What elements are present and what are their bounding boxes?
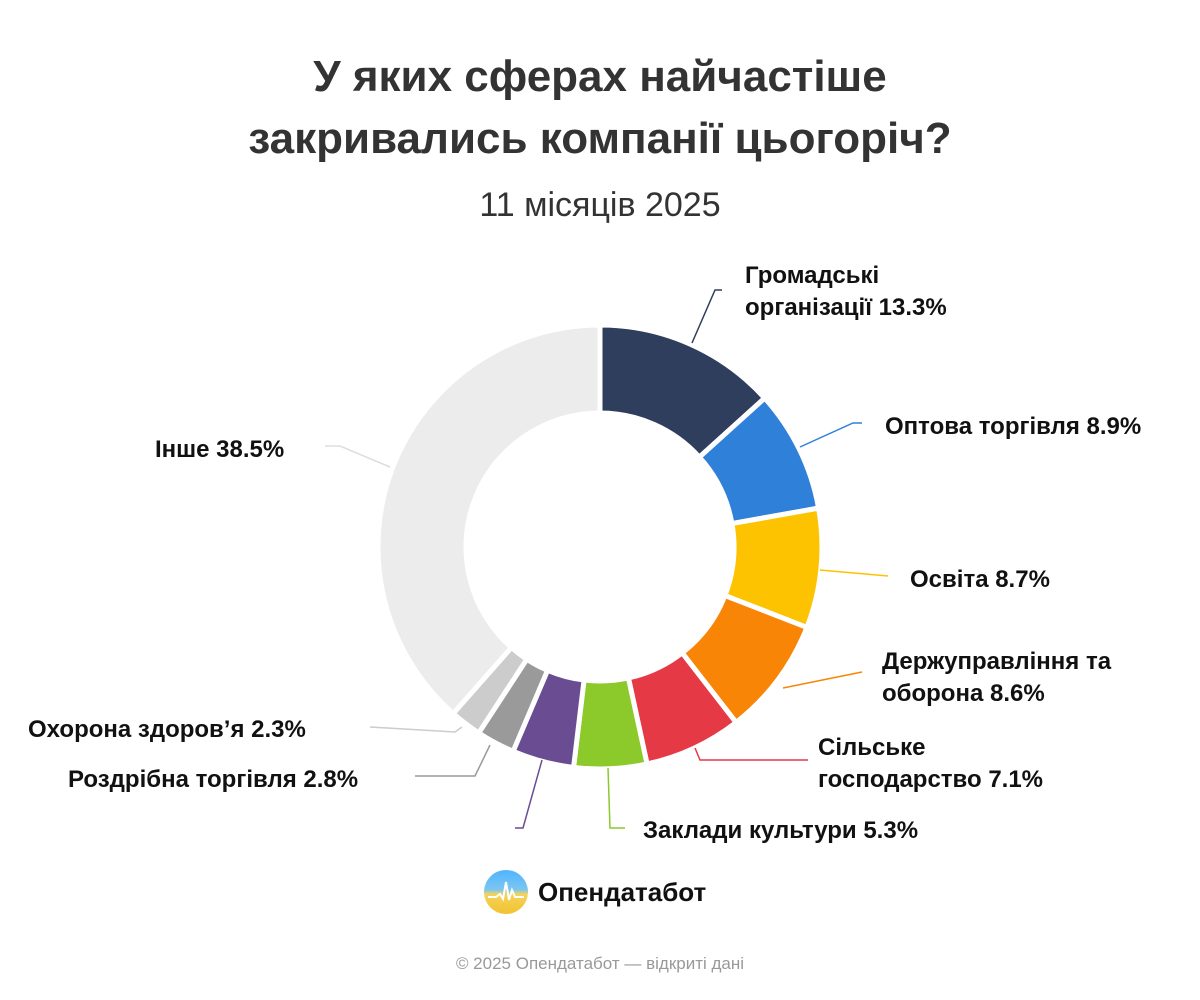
- label-gromadski: Громадські організації 13.3%: [745, 260, 947, 324]
- label-line: організації 13.3%: [745, 294, 947, 321]
- footer-copyright: © 2025 Опендатабот — відкриті дані: [455, 954, 745, 973]
- label-kultura: Заклади культури 5.3%: [643, 817, 919, 844]
- title-line-2: закривались компанії цьогоріч?: [248, 114, 952, 163]
- label-line: господарство 7.1%: [818, 766, 1044, 793]
- label-okhorona: Охорона здоров’я 2.3%: [28, 716, 306, 743]
- label-inshe: Інше 38.5%: [155, 436, 285, 463]
- leader-line: [369, 726, 463, 733]
- leader-line: [415, 744, 491, 777]
- label-line: Сільське: [818, 734, 926, 761]
- leader-line: [782, 671, 863, 689]
- label-line: Громадські: [745, 262, 880, 289]
- leader-line: [799, 422, 862, 448]
- label-osvita: Освіта 8.7%: [910, 566, 1050, 593]
- leader-line: [819, 569, 889, 577]
- opendatabot-logo: Опендатабот: [484, 870, 706, 914]
- chart-title: У яких сферах найчастіше закривались ком…: [0, 46, 1200, 170]
- label-optova: Оптова торгівля 8.9%: [885, 413, 1142, 440]
- leader-line: [325, 445, 391, 468]
- label-silske: Сільське господарство 7.1%: [818, 732, 1043, 796]
- label-derzh: Держуправління та оборона 8.6%: [882, 646, 1111, 710]
- logo-text: Опендатабот: [538, 876, 707, 907]
- label-rozdribna: Роздрібна торгівля 2.8%: [68, 766, 359, 793]
- leader-line: [515, 759, 543, 829]
- leader-line: [607, 767, 625, 829]
- chart-subtitle: 11 місяців 2025: [479, 186, 721, 224]
- label-line: оборона 8.6%: [882, 680, 1045, 707]
- label-line: Держуправління та: [882, 648, 1112, 675]
- donut-slice: [375, 322, 603, 717]
- leader-line: [694, 747, 808, 761]
- title-line-1: У яких сферах найчастіше: [313, 52, 887, 101]
- leader-line: [691, 289, 722, 344]
- logo-icon: [484, 870, 528, 914]
